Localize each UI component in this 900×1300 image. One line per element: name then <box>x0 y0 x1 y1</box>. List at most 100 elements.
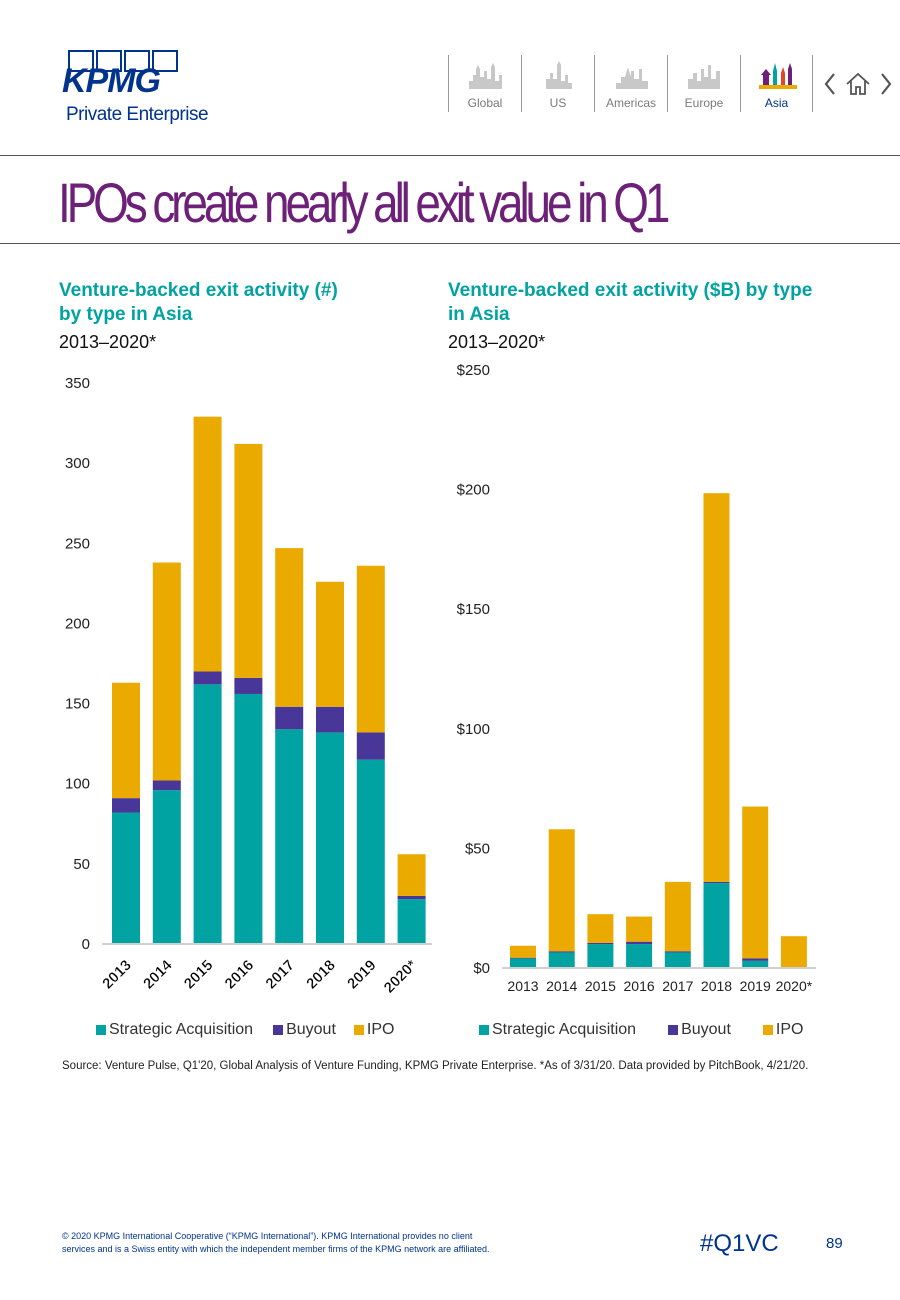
y-tick-label: $50 <box>465 840 490 857</box>
kpmg-logo[interactable]: KPMG Private Enterprise <box>62 50 222 125</box>
right-chart-legend: Strategic Acquisition Buyout IPO <box>479 1021 803 1039</box>
bar-strategic-2014 <box>548 952 575 968</box>
bar-strategic-2018 <box>703 883 730 968</box>
page-title: IPOs create nearly all exit value in Q1 <box>58 171 670 234</box>
x-tick-label: 2015 <box>585 978 616 994</box>
bar-strategic-2019 <box>742 960 769 968</box>
logo-subtitle: Private Enterprise <box>66 104 209 125</box>
skyline-icon <box>688 65 720 89</box>
left-chart-title-line2: by type in Asia <box>59 304 193 325</box>
bar-buyout-2018 <box>316 706 344 733</box>
legend-swatch-strategic <box>96 1025 106 1035</box>
nav-americas[interactable]: Americas <box>594 55 667 112</box>
bar-strategic-2015 <box>193 684 222 944</box>
copyright-line2: services and is a Swiss entity with whic… <box>62 1244 490 1254</box>
bar-ipo-2017 <box>664 881 691 952</box>
nav-label: US <box>549 96 567 110</box>
y-tick-label: 300 <box>65 455 90 472</box>
bar-strategic-2017 <box>275 729 304 944</box>
bar-ipo-2020 <box>397 854 426 896</box>
x-tick-label: 2013 <box>99 957 135 993</box>
x-tick-label: 2016 <box>624 978 655 994</box>
bar-buyout-2013 <box>510 957 536 959</box>
y-tick-label: 350 <box>65 375 90 392</box>
y-tick-label: 50 <box>73 856 90 873</box>
bar-ipo-2014 <box>548 829 575 952</box>
bar-buyout-2016 <box>626 941 653 945</box>
chevron-left-icon[interactable] <box>822 70 838 98</box>
x-tick-label: 2016 <box>222 957 258 993</box>
x-tick-label: 2015 <box>181 957 217 993</box>
source-note: Source: Venture Pulse, Q1'20, Global Ana… <box>62 1060 809 1072</box>
bar-strategic-2019 <box>356 759 385 944</box>
logo-boxes <box>62 50 222 72</box>
bar-strategic-2016 <box>234 693 263 944</box>
bar-buyout-2013 <box>112 798 140 813</box>
bar-ipo-2019 <box>742 806 769 959</box>
skyline-icon <box>546 61 572 89</box>
y-tick-label: 250 <box>65 535 90 552</box>
bar-ipo-2015 <box>587 914 614 943</box>
title-divider <box>0 243 900 244</box>
bar-ipo-2014 <box>152 562 181 781</box>
legend-item-strategic: Strategic Acquisition <box>479 1021 636 1039</box>
x-tick-label: 2014 <box>140 956 176 992</box>
right-chart-subtitle: 2013–2020* <box>448 332 546 352</box>
legend-swatch-ipo <box>353 1025 364 1035</box>
legend-label: Strategic Acquisition <box>492 1021 637 1038</box>
nav-us[interactable]: US <box>521 55 594 112</box>
y-tick-label: $0 <box>473 960 490 977</box>
y-tick-label: 150 <box>65 696 90 713</box>
bar-strategic-2020 <box>397 899 426 944</box>
legend-item-ipo: IPO <box>353 1021 395 1039</box>
left-chart-title: Venture-backed exit activity (#) by type… <box>59 279 338 327</box>
legend-swatch-ipo <box>762 1025 773 1035</box>
bar-ipo-2016 <box>626 916 653 942</box>
nav-global[interactable]: Global <box>448 55 521 112</box>
bar-strategic-2013 <box>112 812 140 944</box>
bar-buyout-2019 <box>742 958 769 961</box>
legend-label: IPO <box>775 1021 804 1038</box>
legend-swatch-buyout <box>273 1025 284 1035</box>
y-tick-label: 200 <box>65 615 90 632</box>
x-tick-label: 2020* <box>381 957 421 997</box>
nav-label: Europe <box>684 96 724 110</box>
right-chart-title: Venture-backed exit activity ($B) by typ… <box>448 279 812 327</box>
bar-ipo-2017 <box>275 548 304 707</box>
chevron-right-icon[interactable] <box>878 70 894 98</box>
home-icon[interactable] <box>844 70 872 98</box>
legend-label: IPO <box>366 1021 395 1038</box>
bar-buyout-2017 <box>275 706 304 730</box>
y-tick-label: $200 <box>457 482 490 499</box>
x-tick-label: 2013 <box>507 978 538 994</box>
bar-buyout-2015 <box>193 671 222 685</box>
x-tick-label: 2020* <box>776 978 813 994</box>
bar-strategic-2018 <box>316 732 344 944</box>
bar-ipo-2018 <box>703 493 730 882</box>
header-divider <box>0 155 900 156</box>
x-tick-label: 2018 <box>303 957 339 993</box>
x-tick-label: 2019 <box>344 957 380 993</box>
bar-strategic-2014 <box>152 790 181 944</box>
bar-buyout-2016 <box>234 677 263 694</box>
hashtag[interactable]: #Q1VC <box>700 1230 779 1257</box>
bar-ipo-2015 <box>193 416 222 672</box>
bar-buyout-2017 <box>664 951 691 953</box>
y-tick-label: $150 <box>457 601 490 618</box>
nav-label: Asia <box>764 96 789 110</box>
x-tick-label: 2017 <box>262 957 298 993</box>
legend-swatch-strategic <box>479 1025 489 1035</box>
bar-buyout-2019 <box>356 732 385 760</box>
bar-ipo-2016 <box>234 443 263 678</box>
x-tick-label: 2019 <box>740 978 771 994</box>
region-nav: Global US Americas Europe Asia <box>448 55 813 112</box>
legend-item-buyout: Buyout <box>668 1021 731 1039</box>
nav-asia[interactable]: Asia <box>740 55 813 112</box>
logo-wordmark: KPMG <box>62 62 161 100</box>
nav-europe[interactable]: Europe <box>667 55 740 112</box>
left-chart-legend: Strategic Acquisition Buyout IPO <box>96 1021 394 1039</box>
bar-buyout-2014 <box>548 951 575 953</box>
left-chart-title-line1: Venture-backed exit activity (#) <box>59 280 338 301</box>
bar-ipo-2013 <box>510 945 536 958</box>
